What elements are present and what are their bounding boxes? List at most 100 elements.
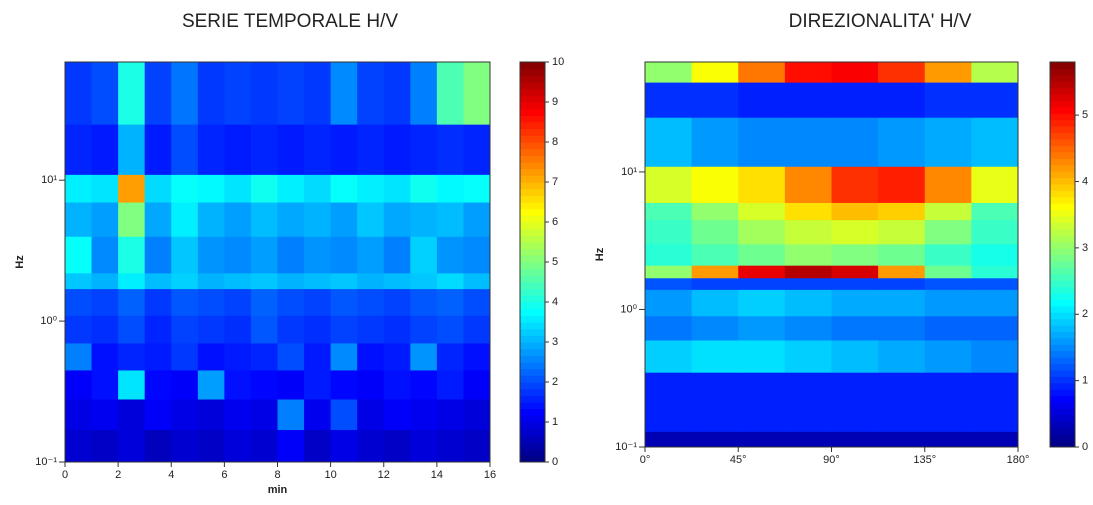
colorbar-segment xyxy=(520,308,545,316)
colorbar-segment xyxy=(520,282,545,290)
heatmap-cell xyxy=(330,342,358,371)
colorbar-segment xyxy=(1050,318,1075,326)
heatmap-cell xyxy=(250,62,278,125)
heatmap-cell xyxy=(144,369,172,400)
heatmap-cell xyxy=(357,272,385,290)
heatmap-cell xyxy=(144,124,172,175)
heatmap-cell xyxy=(277,315,305,344)
heatmap-cell xyxy=(831,372,879,432)
heatmap-cell xyxy=(171,236,199,274)
colorbar-segment xyxy=(1050,408,1075,416)
heatmap-cell xyxy=(91,429,119,463)
heatmap-cell xyxy=(645,82,693,118)
heatmap-cell xyxy=(784,277,832,290)
heatmap-cell xyxy=(436,398,464,431)
heatmap-cell xyxy=(330,236,358,274)
heatmap-cell xyxy=(691,265,739,279)
heatmap-cell xyxy=(691,166,739,203)
heatmap-cell xyxy=(410,288,438,316)
heatmap-cell xyxy=(330,398,358,431)
heatmap-cell xyxy=(924,289,972,317)
heatmap-cell xyxy=(304,202,332,237)
heatmap-cell xyxy=(645,289,693,317)
heatmap-cell xyxy=(304,174,332,203)
heatmap-cell xyxy=(304,62,332,125)
heatmap-cell xyxy=(224,62,252,125)
heatmap-cell xyxy=(65,272,93,290)
colorbar-segment xyxy=(1050,325,1075,332)
heatmap-cell xyxy=(357,202,385,237)
x-tick-label: 135° xyxy=(913,454,936,466)
colorbar-segment xyxy=(520,155,545,163)
colorbar-segment xyxy=(520,202,545,210)
heatmap-cell xyxy=(784,62,832,83)
heatmap-cell xyxy=(436,202,464,237)
heatmap-cell xyxy=(65,124,93,175)
colorbar-segment xyxy=(520,88,545,96)
heatmap-cell xyxy=(91,288,119,316)
heatmap-cell xyxy=(224,369,252,400)
colorbar-segment xyxy=(1050,126,1075,134)
colorbar-segment xyxy=(1050,440,1075,448)
heatmap-cell xyxy=(784,82,832,118)
heatmap-cell xyxy=(831,62,879,83)
colorbar-tick-label: 3 xyxy=(1082,242,1088,254)
heatmap-cell xyxy=(738,372,786,432)
colorbar-segment xyxy=(1050,299,1075,307)
colorbar-segment xyxy=(520,375,545,383)
heatmap-cell xyxy=(410,124,438,175)
heatmap-cell xyxy=(357,62,385,125)
colorbar-segment xyxy=(520,415,545,423)
colorbar-segment xyxy=(520,288,545,296)
heatmap-cell xyxy=(924,82,972,118)
heatmap-cell xyxy=(383,62,411,125)
x-tick-label: 16 xyxy=(484,469,496,481)
heatmap-cell xyxy=(197,398,225,431)
colorbar-segment xyxy=(1050,344,1075,352)
heatmap-cell xyxy=(738,431,786,448)
heatmap-cell xyxy=(330,202,358,237)
heatmap-cell xyxy=(330,62,358,125)
heatmap-cell xyxy=(65,429,93,463)
heatmap-cell xyxy=(645,372,693,432)
heatmap-cell xyxy=(118,369,146,400)
colorbar-segment xyxy=(1050,248,1075,255)
heatmap-cell xyxy=(691,243,739,266)
heatmap-cell xyxy=(410,342,438,371)
y-tick-label: 10⁰ xyxy=(620,303,637,315)
heatmap-cell xyxy=(463,236,491,274)
heatmap-cell xyxy=(831,277,879,290)
heatmap-cell xyxy=(924,243,972,266)
colorbar-segment xyxy=(520,95,545,103)
heatmap-cell xyxy=(330,429,358,463)
heatmap-cell xyxy=(691,117,739,167)
heatmap-cell xyxy=(383,272,411,290)
colorbar-segment xyxy=(520,322,545,330)
heatmap-cell xyxy=(91,236,119,274)
heatmap-cell xyxy=(357,236,385,274)
heatmap-cell xyxy=(691,372,739,432)
heatmap-cell xyxy=(878,117,926,167)
colorbar-tick-label: 4 xyxy=(1082,175,1088,187)
heatmap-cell xyxy=(738,289,786,317)
heatmap-cell xyxy=(738,265,786,279)
colorbar-segment xyxy=(1050,87,1075,95)
colorbar-segment xyxy=(1050,94,1075,101)
heatmap-cell xyxy=(645,117,693,167)
colorbar-segment xyxy=(520,295,545,303)
colorbar-segment xyxy=(1050,81,1075,89)
colorbar-segment xyxy=(520,368,545,376)
chart-title: SERIE TEMPORALE H/V xyxy=(182,11,398,32)
heatmap-cell xyxy=(924,265,972,279)
heatmap-cell xyxy=(65,369,93,400)
heatmap-cell xyxy=(91,398,119,431)
colorbar-segment xyxy=(1050,158,1075,166)
colorbar-segment xyxy=(1050,106,1075,114)
heatmap-cell xyxy=(197,124,225,175)
heatmap-cell xyxy=(91,315,119,344)
colorbar-segment xyxy=(520,268,545,276)
colorbar-segment xyxy=(1050,177,1075,185)
heatmap-cell xyxy=(197,272,225,290)
colorbar-segment xyxy=(520,182,545,190)
colorbar-segment xyxy=(520,315,545,323)
